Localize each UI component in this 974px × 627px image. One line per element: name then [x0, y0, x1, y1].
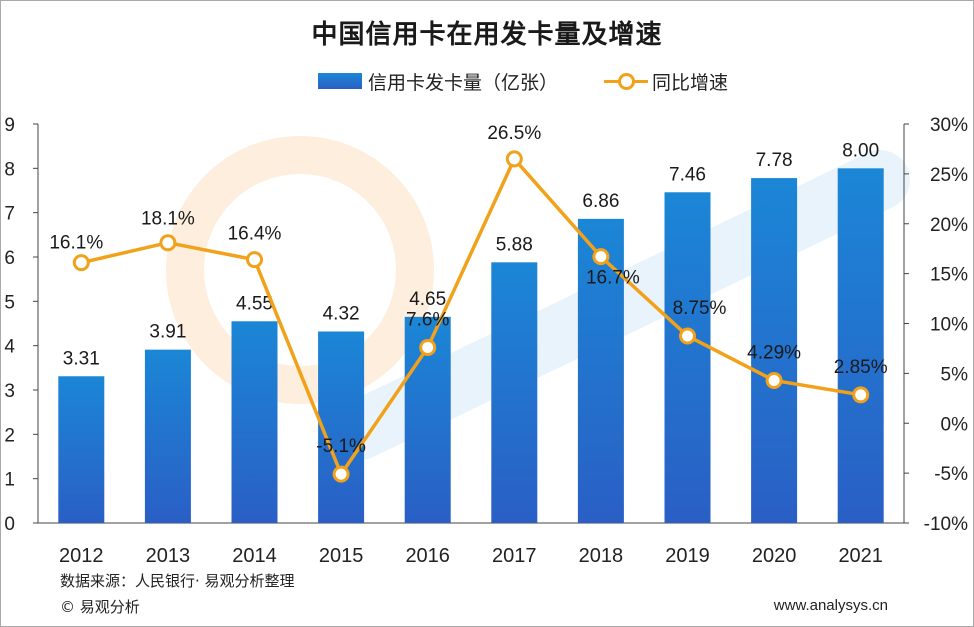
line-value-label: 2.85%	[834, 357, 888, 378]
line-value-label: -5.1%	[316, 436, 366, 457]
right-axis-tick-label: -5%	[934, 464, 968, 485]
x-axis-tick-label: 2015	[319, 545, 364, 567]
line-value-label: 8.75%	[673, 298, 727, 319]
line-value-label: 16.4%	[228, 224, 282, 245]
left-axis-tick-label: 4	[4, 337, 15, 358]
line-point	[592, 248, 610, 266]
chart-title: 中国信用卡在用发卡量及增速	[311, 20, 663, 50]
legend-bar-swatch	[318, 73, 362, 89]
growth-line	[80, 157, 861, 476]
line-value-label: 7.6%	[406, 309, 449, 330]
x-axis-tick-label: 2018	[579, 545, 624, 567]
bar-value-label: 4.55	[236, 293, 273, 314]
bar	[751, 178, 798, 523]
x-axis-tick-label: 2014	[232, 545, 277, 567]
bar-labels: 3.31 3.91 4.55 4.32 4.65 5.88 6.86 7.46 7.78 8.00	[63, 140, 879, 369]
left-axis-tick-label: 8	[4, 159, 15, 180]
website-link[interactable]: www.analysys.cn	[773, 597, 888, 614]
line-point	[419, 338, 437, 356]
bar-value-label: 6.86	[582, 191, 619, 212]
line-point	[72, 254, 90, 272]
left-axis-tick-label: 5	[4, 292, 15, 313]
bar	[144, 349, 191, 523]
line-point	[246, 251, 263, 269]
bar-value-label: 3.91	[149, 322, 186, 343]
line-value-label: 4.29%	[747, 342, 801, 363]
line-point	[332, 465, 350, 483]
bar-value-label: 5.88	[496, 234, 533, 255]
line-point	[679, 327, 696, 345]
left-axis-tick-label: 3	[4, 381, 15, 402]
bar	[231, 321, 278, 523]
left-axis-tick-label: 1	[4, 470, 15, 491]
line-point	[852, 386, 870, 404]
bar-value-label: 7.78	[756, 150, 793, 171]
bar-value-label: 4.65	[409, 289, 446, 310]
bar	[58, 376, 105, 523]
x-axis-tick-label: 2021	[838, 545, 883, 567]
bar-value-label: 4.32	[323, 303, 360, 324]
line-point	[505, 150, 523, 168]
bar-value-label: 7.46	[669, 164, 706, 185]
legend-bar-label: 信用卡发卡量（亿张）	[368, 71, 559, 94]
left-axis-tick-label: 9	[4, 115, 15, 136]
bar-value-label: 3.31	[63, 348, 100, 369]
left-axis-tick-label: 2	[4, 425, 15, 446]
right-axis-tick-label: 30%	[930, 115, 968, 136]
axes: 0 1 2 3 4 5 6 7 8 9 -10% -5% 0% 5% 10% 15% 20% 25% 30% 2012…	[4, 115, 968, 567]
bar	[318, 331, 365, 523]
line-value-label: 16.1%	[49, 233, 103, 254]
line-value-label: 18.1%	[141, 209, 195, 230]
left-axis-tick-label: 7	[4, 204, 15, 225]
right-axis-tick-label: 0%	[941, 414, 969, 435]
copyright: © 易观分析	[60, 598, 140, 616]
line-value-label: 26.5%	[487, 123, 541, 144]
line-point	[765, 371, 783, 389]
legend: 信用卡发卡量（亿张） 同比增速	[318, 66, 728, 96]
right-axis-tick-label: -10%	[924, 514, 968, 535]
legend-line-label: 同比增速	[652, 71, 729, 94]
x-axis-tick-label: 2012	[59, 545, 104, 567]
x-axis-tick-label: 2013	[146, 545, 191, 567]
right-axis-tick-label: 25%	[930, 165, 968, 186]
line-series	[72, 150, 870, 483]
bar	[837, 168, 884, 524]
right-axis-tick-label: 5%	[941, 364, 969, 385]
right-axis-tick-label: 10%	[930, 315, 968, 336]
line-point	[159, 234, 177, 252]
bar	[664, 192, 711, 524]
right-axis-tick-label: 20%	[930, 215, 968, 236]
x-axis-tick-label: 2019	[665, 545, 710, 567]
line-labels: 16.1% 18.1% 16.4% -5.1% 7.6% 26.5% 16.7% 8.75% 4…	[49, 123, 887, 457]
x-axis-tick-label: 2017	[492, 545, 537, 567]
x-axis-tick-label: 2016	[405, 545, 450, 567]
right-axis-tick-label: 15%	[930, 265, 968, 286]
bar	[491, 262, 538, 523]
left-axis-tick-label: 0	[4, 514, 15, 535]
bar-value-label: 8.00	[842, 140, 879, 161]
left-axis-tick-label: 6	[4, 248, 15, 269]
line-value-label: 16.7%	[586, 268, 640, 289]
legend-line-swatch	[604, 73, 649, 90]
bar-series	[58, 168, 884, 524]
data-source: 数据来源：人民银行· 易观分析整理	[60, 572, 295, 590]
x-axis-tick-label: 2020	[752, 545, 797, 567]
